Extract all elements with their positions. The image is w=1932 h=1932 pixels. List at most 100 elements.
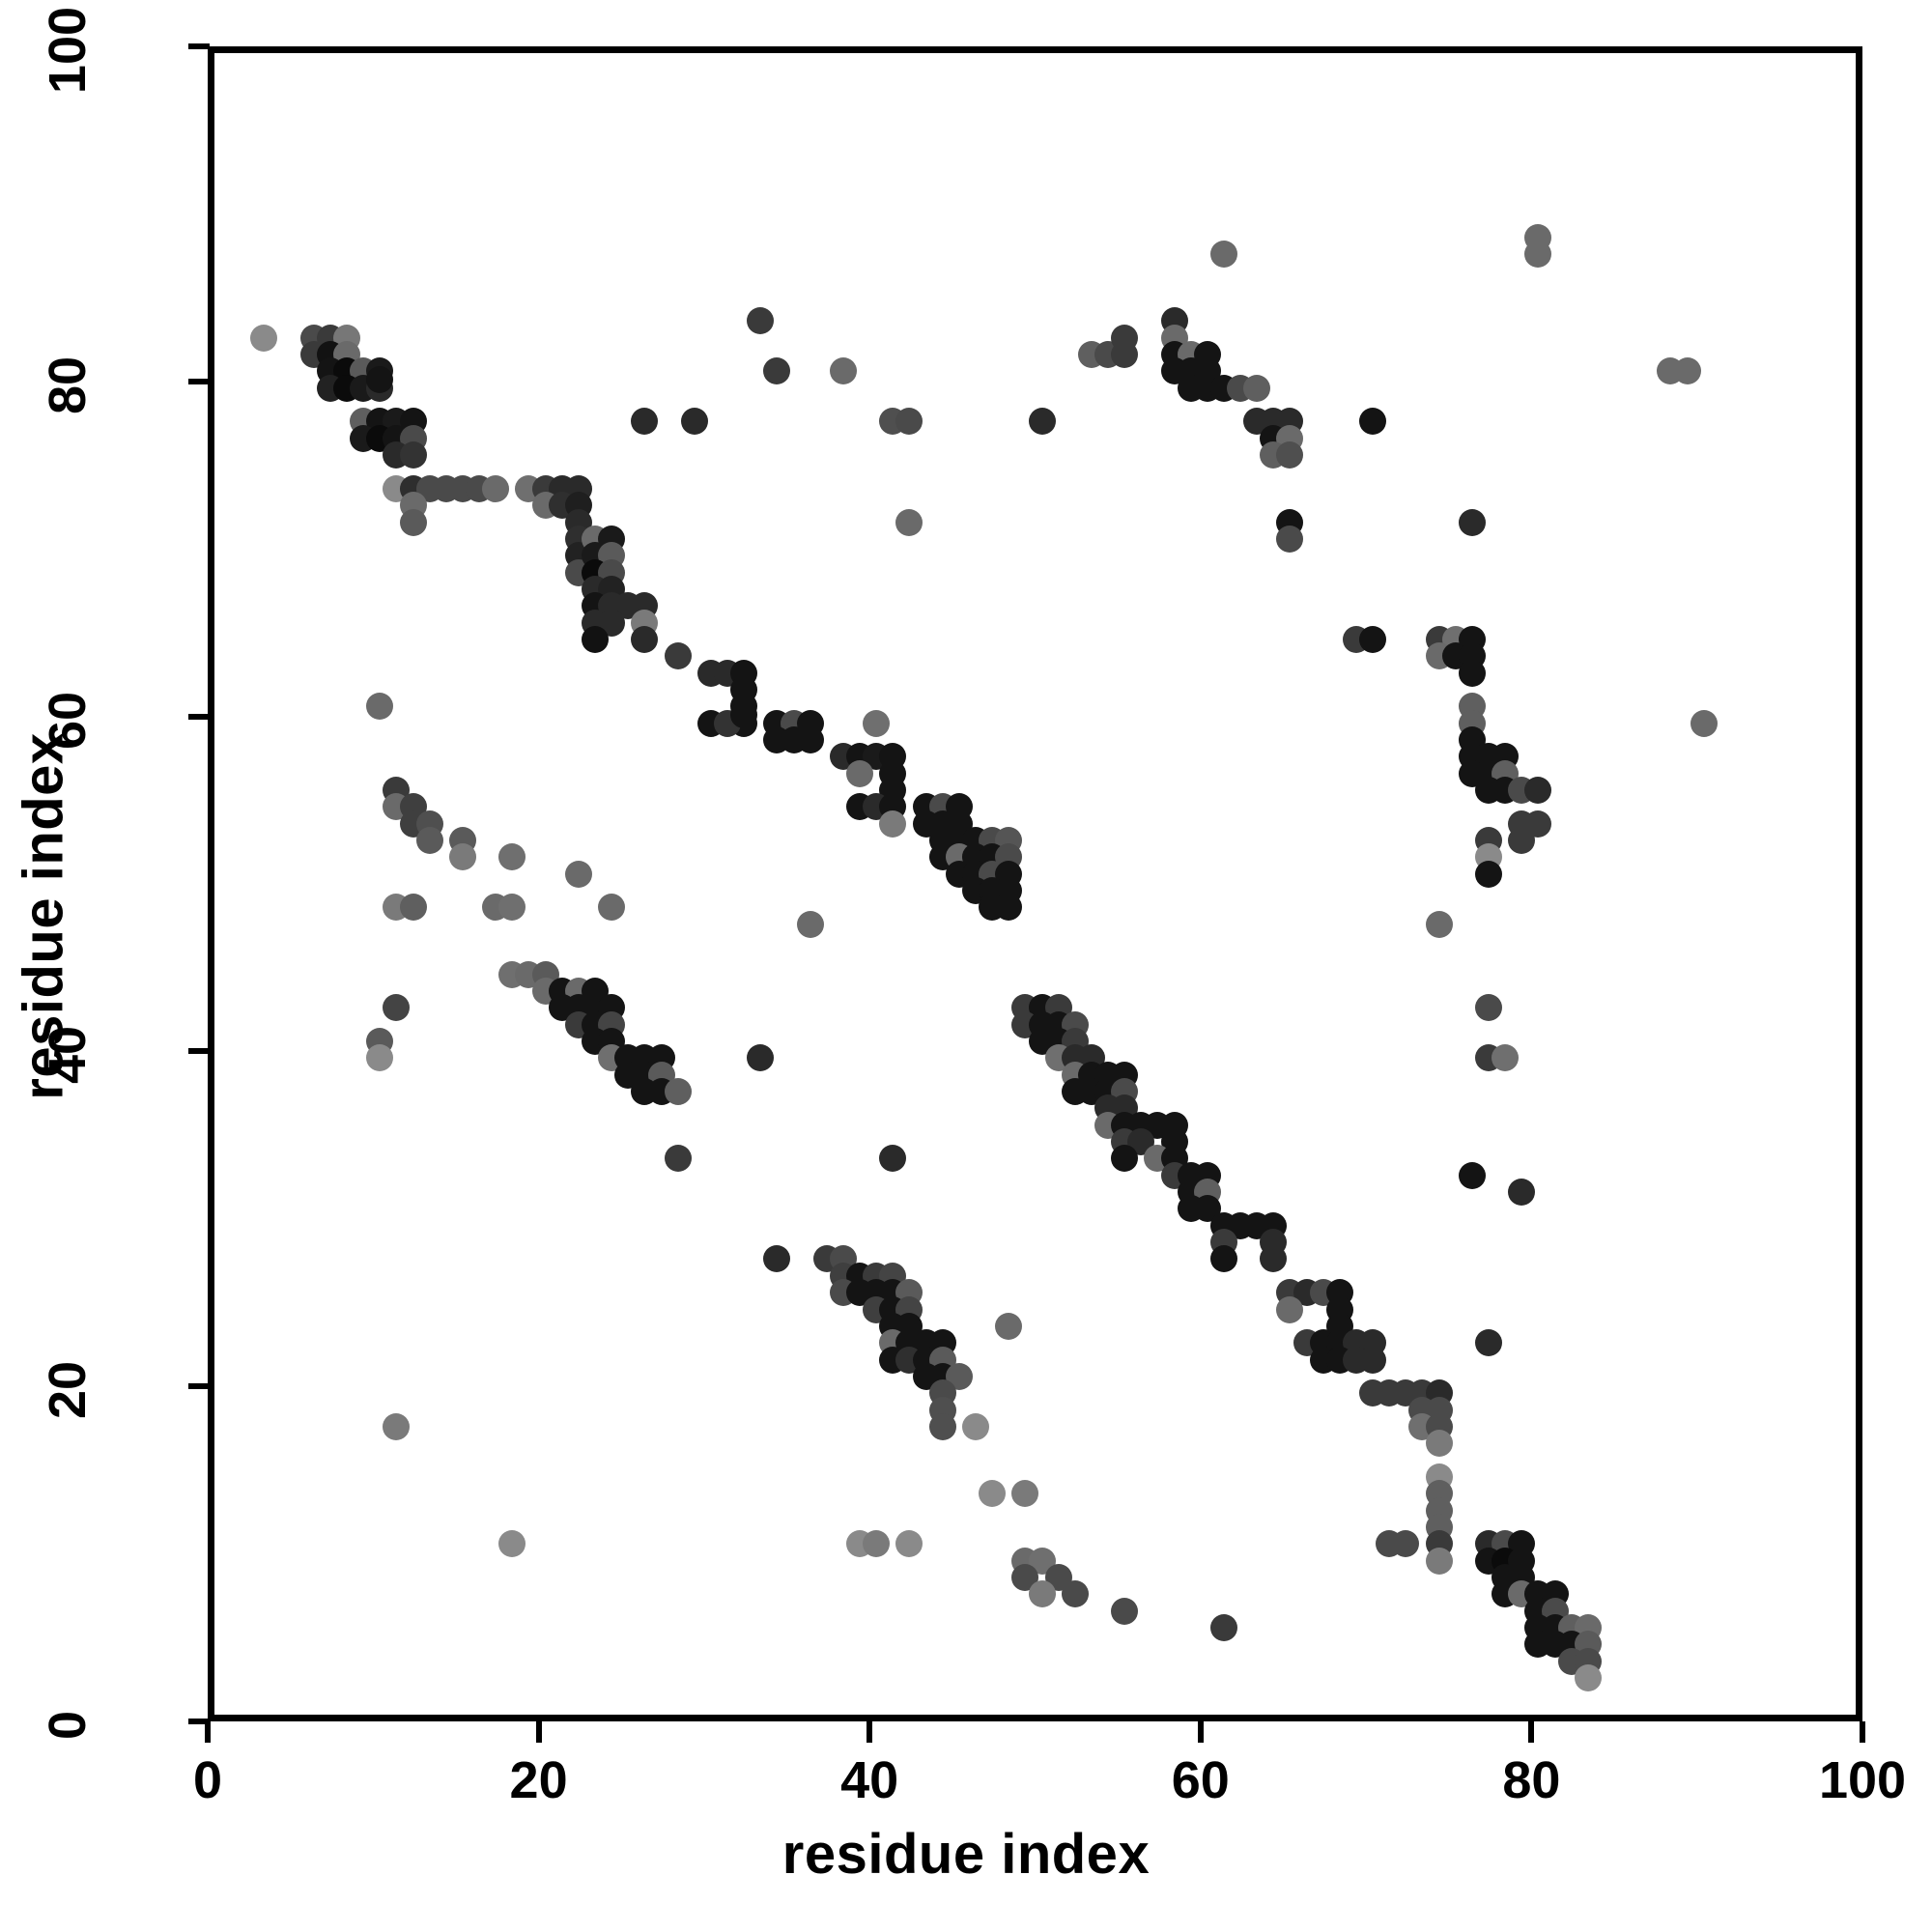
scatter-point xyxy=(1028,408,1056,436)
scatter-point xyxy=(581,625,609,653)
scatter-point xyxy=(747,307,775,335)
x-axis-tick xyxy=(867,1721,873,1743)
x-axis-tick xyxy=(205,1721,211,1743)
x-axis-tick-label: 0 xyxy=(192,1751,223,1809)
x-axis-tick xyxy=(1860,1721,1865,1743)
y-axis-tick xyxy=(188,1719,210,1724)
scatter-point xyxy=(1028,1580,1056,1608)
y-axis-tick xyxy=(188,378,210,384)
scatter-point xyxy=(1061,1580,1089,1608)
scatter-point xyxy=(1458,659,1486,687)
scatter-point xyxy=(763,1245,791,1273)
scatter-point xyxy=(250,324,278,352)
x-axis-tick-label: 60 xyxy=(1171,1751,1230,1809)
scatter-point xyxy=(383,1412,411,1440)
scatter-point xyxy=(498,843,526,871)
scatter-point xyxy=(763,357,791,385)
scatter-point xyxy=(730,700,758,728)
scatter-point xyxy=(664,1078,692,1106)
scatter-point xyxy=(1209,1613,1237,1641)
scatter-point xyxy=(383,994,411,1022)
x-axis-tick xyxy=(1528,1721,1535,1743)
scatter-point xyxy=(1209,1245,1237,1273)
scatter-point xyxy=(879,1145,907,1173)
scatter-point xyxy=(1492,1044,1520,1072)
scatter-point xyxy=(979,1480,1007,1508)
scatter-point xyxy=(1475,994,1502,1022)
scatter-point xyxy=(1475,860,1502,888)
y-axis-tick xyxy=(188,1048,210,1055)
scatter-point xyxy=(1392,1530,1420,1558)
scatter-point xyxy=(366,693,394,721)
scatter-point xyxy=(399,894,427,922)
scatter-point xyxy=(1111,1145,1139,1173)
x-axis-tick xyxy=(535,1721,542,1743)
scatter-point xyxy=(598,894,626,922)
scatter-point xyxy=(564,860,592,888)
scatter-point xyxy=(1475,1329,1502,1357)
scatter-point xyxy=(747,1044,775,1072)
plot-area xyxy=(208,46,1862,1721)
scatter-point xyxy=(399,508,427,536)
scatter-point xyxy=(1673,357,1701,385)
scatter-point xyxy=(631,408,659,436)
scatter-point xyxy=(498,894,526,922)
scatter-point xyxy=(863,709,891,737)
scatter-point xyxy=(1524,241,1552,269)
scatter-point xyxy=(846,759,874,787)
scatter-point xyxy=(895,1530,923,1558)
scatter-point xyxy=(961,1412,989,1440)
x-axis-tick-label: 20 xyxy=(509,1751,568,1809)
scatter-point xyxy=(1359,408,1387,436)
scatter-point xyxy=(1425,1430,1453,1458)
y-axis-tick xyxy=(188,43,210,49)
scatter-point xyxy=(366,366,394,394)
scatter-point xyxy=(1359,1346,1387,1374)
x-axis-tick-label: 100 xyxy=(1818,1751,1907,1809)
scatter-point xyxy=(1276,1295,1304,1323)
x-axis-tick xyxy=(1197,1721,1204,1743)
y-axis-tick-label: 100 xyxy=(39,6,97,95)
y-axis-tick xyxy=(188,1383,210,1390)
scatter-point xyxy=(1508,1179,1536,1207)
scatter-point xyxy=(664,642,692,670)
scatter-point xyxy=(1111,1597,1139,1625)
scatter-point xyxy=(863,1530,891,1558)
scatter-point xyxy=(1111,324,1139,352)
scatter-point xyxy=(796,910,824,938)
scatter-point xyxy=(631,625,659,653)
scatter-point xyxy=(895,408,923,436)
x-axis-title: residue index xyxy=(781,1823,1151,1886)
scatter-point xyxy=(1260,1245,1288,1273)
x-axis-tick-label: 80 xyxy=(1502,1751,1561,1809)
x-axis-tick-label: 40 xyxy=(840,1751,899,1809)
scatter-point xyxy=(829,357,857,385)
scatter-point xyxy=(1508,826,1536,854)
scatter-points-layer xyxy=(214,53,1856,1715)
scatter-point xyxy=(1011,1480,1039,1508)
scatter-point xyxy=(498,1530,526,1558)
scatter-point xyxy=(928,1412,956,1440)
y-axis-title: residue index xyxy=(12,732,75,1100)
scatter-point xyxy=(448,843,476,871)
scatter-point xyxy=(995,894,1023,922)
scatter-point xyxy=(995,1312,1023,1340)
scatter-point xyxy=(1359,625,1387,653)
scatter-point xyxy=(1243,374,1271,402)
y-axis-tick-label: 0 xyxy=(39,1710,97,1741)
scatter-point xyxy=(1425,1547,1453,1575)
scatter-point xyxy=(796,725,824,753)
scatter-point xyxy=(1425,910,1453,938)
scatter-point xyxy=(1458,508,1486,536)
scatter-point xyxy=(1574,1663,1602,1691)
scatter-point xyxy=(399,441,427,469)
y-axis-tick xyxy=(188,713,210,720)
scatter-point xyxy=(1690,709,1718,737)
scatter-point xyxy=(664,1145,692,1173)
scatter-point xyxy=(1276,441,1304,469)
scatter-point xyxy=(415,826,443,854)
scatter-point xyxy=(482,474,510,502)
scatter-point xyxy=(1458,1161,1486,1189)
scatter-point xyxy=(366,1044,394,1072)
